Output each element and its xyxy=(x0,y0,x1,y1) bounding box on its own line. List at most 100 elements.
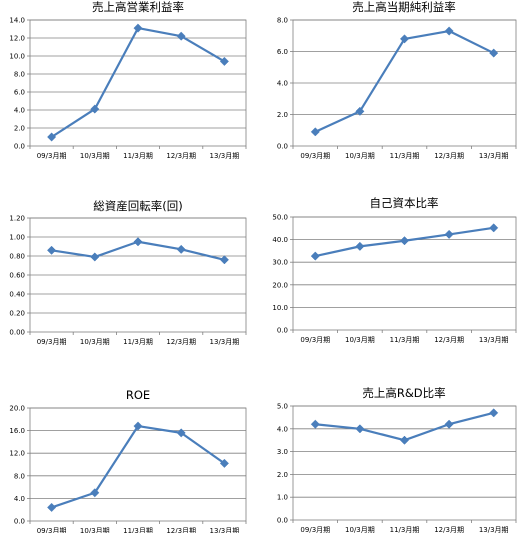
data-point-marker xyxy=(444,26,454,36)
y-tick-label: 2.0 xyxy=(14,125,25,133)
x-tick-label: 13/3月期 xyxy=(210,527,240,533)
x-tick-label: 10/3月期 xyxy=(345,152,375,160)
y-tick-label: 0.0 xyxy=(277,517,288,525)
data-point-marker xyxy=(310,251,320,261)
data-point-marker xyxy=(399,34,410,44)
series-line xyxy=(51,424,226,509)
plot-area xyxy=(292,216,517,331)
y-tick-label: 8.0 xyxy=(14,71,25,79)
y-tick-label: 5.0 xyxy=(277,403,288,411)
y-tick-label: 0.0 xyxy=(277,143,288,151)
y-tick-label: 6.0 xyxy=(277,48,288,56)
data-point-marker xyxy=(219,56,229,66)
x-tick-label: 10/3月期 xyxy=(345,336,375,344)
y-tick-label: 6.0 xyxy=(14,89,25,97)
x-tick-label: 11/3月期 xyxy=(390,152,420,160)
data-point-marker xyxy=(176,244,186,254)
data-point-marker xyxy=(310,127,320,137)
x-tick-label: 09/3月期 xyxy=(37,527,67,533)
y-tick-label: 1.20 xyxy=(9,215,25,223)
x-tick-label: 10/3月期 xyxy=(80,338,110,346)
y-tick-label: 10.0 xyxy=(272,304,288,312)
data-point-marker xyxy=(219,255,229,265)
y-tick-label: 20.0 xyxy=(272,281,288,289)
chart-title: 売上高当期純利益率 xyxy=(352,0,456,14)
data-point-marker xyxy=(133,237,143,247)
y-tick-label: 0.20 xyxy=(9,310,25,318)
y-tick-label: 4.0 xyxy=(14,107,25,115)
x-tick-label: 13/3月期 xyxy=(479,526,509,533)
x-tick-label: 13/3月期 xyxy=(210,152,240,160)
chart-6: 売上高R&D比率 0.0 1.0 2.0 3.0 4.0 5.0 09/3月期 10/3月期 11… xyxy=(277,386,517,533)
x-tick-label: 09/3月期 xyxy=(300,152,330,160)
y-tick-label: 20.0 xyxy=(9,405,25,413)
x-tick-label: 13/3月期 xyxy=(210,338,240,346)
data-point-marker xyxy=(176,31,186,41)
data-point-marker xyxy=(47,245,57,255)
y-tick-label: 10.0 xyxy=(9,53,25,61)
data-point-marker xyxy=(399,435,410,445)
x-tick-label: 09/3月期 xyxy=(37,152,67,160)
y-tick-label: 2.0 xyxy=(277,111,288,119)
x-tick-label: 10/3月期 xyxy=(80,152,110,160)
x-tick-label: 12/3月期 xyxy=(166,152,196,160)
y-tick-label: 0.40 xyxy=(9,291,25,299)
x-tick-label: 10/3月期 xyxy=(345,526,375,533)
y-tick-label: 40.0 xyxy=(272,236,288,244)
series-line xyxy=(314,29,495,133)
plot-area xyxy=(292,405,517,521)
y-tick-label: 4.0 xyxy=(277,425,288,433)
chart-3: 総資産回転率(回) 0.00 0.20 0.40 0.60 0.80 1.00 1.20 09/… xyxy=(9,199,247,346)
data-point-marker xyxy=(133,23,143,33)
data-point-marker xyxy=(90,488,100,498)
chart-title: 自己資本比率 xyxy=(370,196,439,210)
data-point-marker xyxy=(176,428,186,438)
y-tick-label: 8.0 xyxy=(277,17,288,25)
plot-area xyxy=(29,19,247,147)
data-point-marker xyxy=(90,252,100,262)
y-tick-label: 16.0 xyxy=(9,427,25,435)
data-point-marker xyxy=(219,458,229,468)
data-point-marker xyxy=(90,104,100,114)
chart-2: 売上高当期純利益率 0.0 2.0 4.0 6.0 8.0 09/3月期 10/3月期 11/3… xyxy=(277,0,517,160)
data-point-marker xyxy=(444,229,454,239)
y-tick-label: 0.60 xyxy=(9,272,25,280)
x-tick-label: 12/3月期 xyxy=(166,338,196,346)
chart-title: ROE xyxy=(126,388,150,402)
y-tick-label: 8.0 xyxy=(14,472,25,480)
y-tick-label: 12.0 xyxy=(9,450,25,458)
data-point-marker xyxy=(489,48,499,58)
chart-title: 総資産回転率(回) xyxy=(93,199,182,213)
y-tick-label: 50.0 xyxy=(272,214,288,222)
data-point-marker xyxy=(355,424,365,434)
x-tick-label: 13/3月期 xyxy=(479,336,509,344)
y-tick-label: 0.0 xyxy=(14,518,25,526)
x-tick-label: 09/3月期 xyxy=(300,526,330,533)
plot-area xyxy=(29,217,247,333)
x-tick-label: 09/3月期 xyxy=(300,336,330,344)
y-tick-label: 0.0 xyxy=(14,143,25,151)
chart-5: ROE 0.0 4.0 8.0 12.0 16.0 20.0 09/3月期 10/3月期 11/3… xyxy=(9,388,247,533)
x-tick-label: 12/3月期 xyxy=(434,152,464,160)
plot-area xyxy=(29,407,247,522)
y-tick-label: 3.0 xyxy=(277,448,288,456)
x-tick-label: 11/3月期 xyxy=(390,526,420,533)
data-point-marker xyxy=(47,502,57,512)
data-point-marker xyxy=(489,408,499,418)
data-point-marker xyxy=(355,106,365,116)
x-tick-label: 11/3月期 xyxy=(390,336,420,344)
plot-area xyxy=(292,19,517,147)
x-tick-label: 11/3月期 xyxy=(123,338,153,346)
y-tick-label: 0.0 xyxy=(277,327,288,335)
y-tick-label: 14.0 xyxy=(9,17,25,25)
chart-title: 売上高営業利益率 xyxy=(92,0,184,14)
x-tick-label: 13/3月期 xyxy=(479,152,509,160)
data-point-marker xyxy=(399,236,410,246)
series-line xyxy=(51,27,225,138)
y-tick-label: 30.0 xyxy=(272,259,288,267)
x-tick-label: 12/3月期 xyxy=(166,527,196,533)
x-tick-label: 12/3月期 xyxy=(434,526,464,533)
y-tick-label: 0.80 xyxy=(9,253,25,261)
x-tick-label: 09/3月期 xyxy=(37,338,67,346)
